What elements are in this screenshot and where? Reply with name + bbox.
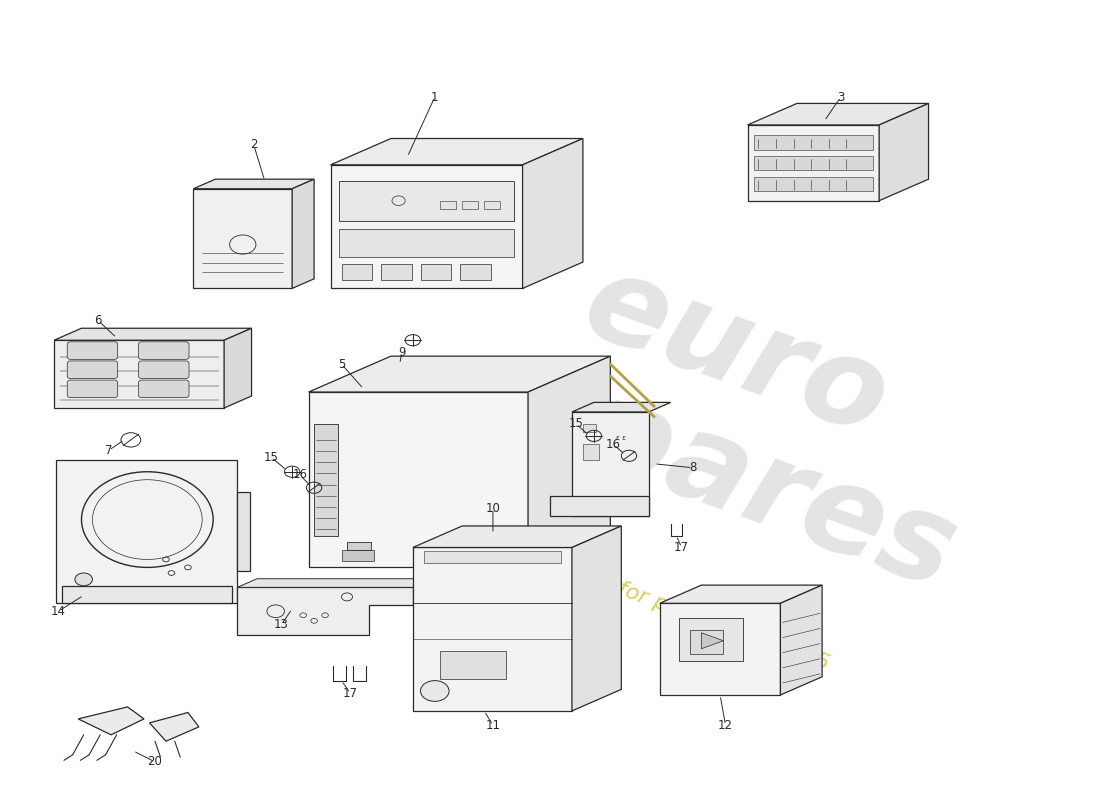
Text: ε ε: ε ε — [616, 435, 626, 441]
FancyBboxPatch shape — [139, 380, 189, 398]
Polygon shape — [528, 356, 611, 567]
Text: 7: 7 — [106, 444, 112, 457]
Polygon shape — [150, 713, 199, 742]
Bar — [341, 550, 374, 561]
Bar — [484, 201, 499, 209]
Polygon shape — [748, 125, 879, 201]
Text: 11: 11 — [485, 718, 501, 732]
FancyBboxPatch shape — [67, 380, 118, 398]
Bar — [341, 265, 372, 281]
Bar — [462, 201, 477, 209]
Bar — [440, 201, 455, 209]
Text: 16: 16 — [293, 469, 307, 482]
Bar — [315, 424, 338, 535]
Text: 15: 15 — [569, 418, 584, 430]
Polygon shape — [78, 707, 144, 735]
Bar — [440, 651, 506, 679]
Bar — [339, 181, 514, 221]
Polygon shape — [572, 402, 671, 412]
Polygon shape — [62, 586, 232, 603]
Polygon shape — [572, 526, 621, 711]
Polygon shape — [748, 103, 928, 125]
Polygon shape — [522, 138, 583, 288]
Bar — [346, 542, 371, 550]
Text: 12: 12 — [718, 718, 733, 732]
Text: euro: euro — [569, 243, 904, 461]
Polygon shape — [780, 585, 822, 695]
Polygon shape — [224, 328, 252, 408]
Polygon shape — [238, 578, 432, 587]
Text: 1: 1 — [431, 90, 439, 103]
FancyBboxPatch shape — [139, 361, 189, 378]
Polygon shape — [660, 603, 780, 695]
Bar — [339, 229, 514, 257]
Bar — [420, 265, 451, 281]
Polygon shape — [309, 392, 528, 567]
Circle shape — [420, 681, 449, 702]
FancyBboxPatch shape — [139, 342, 189, 359]
Polygon shape — [194, 179, 315, 189]
Polygon shape — [412, 547, 572, 711]
Bar — [424, 551, 561, 563]
Bar — [583, 444, 600, 460]
Polygon shape — [702, 633, 724, 649]
Text: 3: 3 — [837, 90, 845, 103]
Polygon shape — [331, 165, 522, 288]
Text: 13: 13 — [274, 618, 288, 631]
Polygon shape — [550, 496, 649, 515]
Text: 14: 14 — [51, 605, 66, 618]
Text: a passion for parts since 1985: a passion for parts since 1985 — [509, 540, 833, 674]
Polygon shape — [56, 460, 238, 603]
Text: 9: 9 — [398, 346, 406, 358]
Circle shape — [75, 573, 92, 586]
Bar — [680, 618, 744, 662]
Polygon shape — [238, 492, 251, 571]
Bar — [381, 265, 411, 281]
Polygon shape — [54, 328, 252, 340]
Bar — [755, 135, 872, 150]
Polygon shape — [194, 189, 293, 288]
Text: 16: 16 — [606, 438, 621, 451]
Polygon shape — [238, 587, 412, 635]
Bar — [755, 156, 872, 170]
Text: 17: 17 — [343, 687, 358, 700]
Bar — [460, 265, 491, 281]
Text: spares: spares — [500, 346, 972, 613]
Text: 8: 8 — [689, 462, 696, 474]
Text: 5: 5 — [338, 358, 345, 370]
Bar — [755, 177, 872, 191]
Text: 2: 2 — [250, 138, 257, 151]
Text: 6: 6 — [95, 314, 101, 326]
Bar — [691, 630, 724, 654]
Polygon shape — [412, 526, 622, 547]
Polygon shape — [572, 412, 649, 515]
Text: 20: 20 — [147, 755, 163, 769]
Polygon shape — [331, 138, 583, 165]
Polygon shape — [293, 179, 315, 288]
Polygon shape — [309, 356, 610, 392]
Polygon shape — [54, 340, 224, 408]
Polygon shape — [879, 103, 928, 201]
Text: 15: 15 — [264, 451, 278, 464]
Text: 17: 17 — [674, 541, 690, 554]
FancyBboxPatch shape — [67, 342, 118, 359]
Bar — [583, 424, 596, 432]
FancyBboxPatch shape — [67, 361, 118, 378]
Text: 10: 10 — [485, 502, 501, 515]
Polygon shape — [660, 585, 822, 603]
